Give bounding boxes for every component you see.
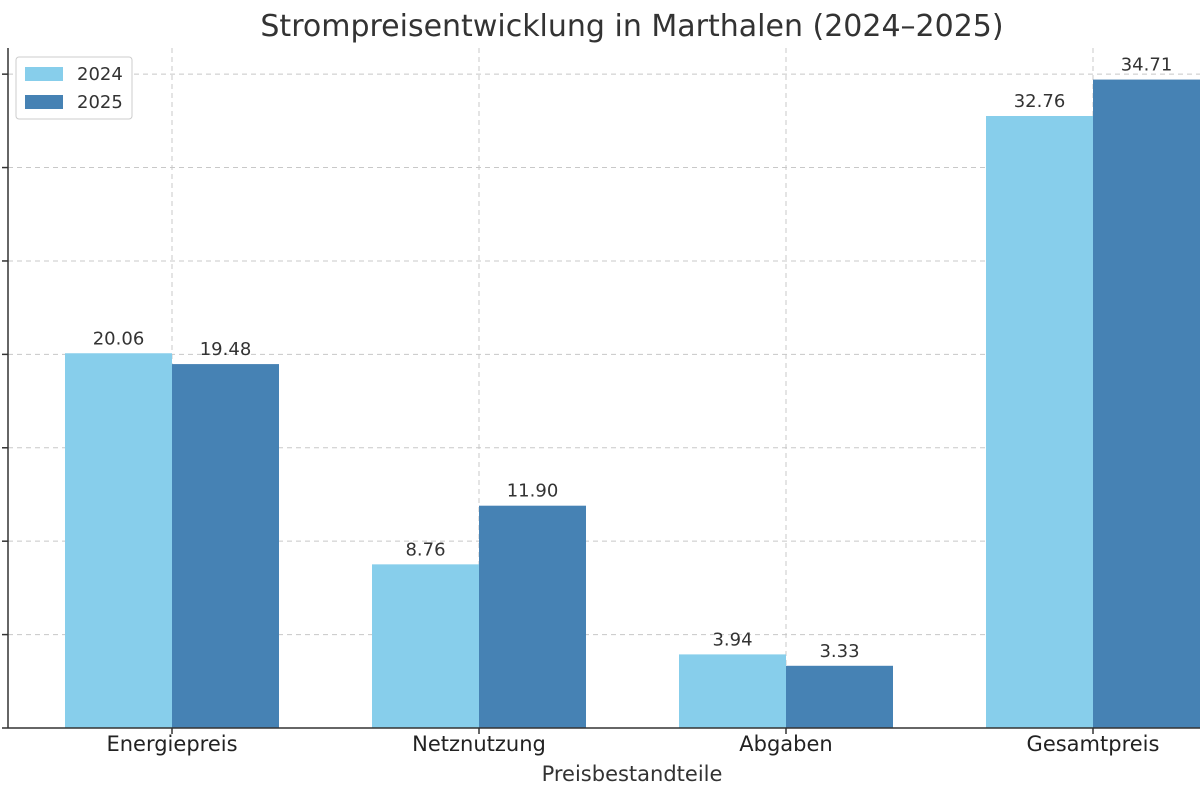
data-label-2024-netznutzung: 8.76 (405, 539, 445, 560)
data-labels: 20.06 8.76 3.94 32.76 19.48 11.90 3.33 34.71 (93, 55, 1173, 662)
data-label-2024-gesamtpreis: 32.76 (1014, 91, 1066, 112)
data-label-2025-energiepreis: 19.48 (200, 339, 252, 360)
bar-2025-gesamtpreis (1093, 79, 1200, 729)
x-tick-labels: Energiepreis Netznutzung Abgaben Gesamtprei… (2, 73, 1160, 756)
data-label-2024-abgaben: 3.94 (712, 629, 752, 650)
legend-label-2024: 2024 (77, 64, 123, 85)
x-tick-label-gesamtpreis: Gesamtpreis (1027, 732, 1160, 756)
bar-2025-netznutzung (479, 505, 586, 728)
bar-2024-netznutzung (372, 564, 479, 728)
data-label-2025-netznutzung: 11.90 (507, 481, 559, 502)
data-label-2025-abgaben: 3.33 (819, 641, 859, 662)
legend-swatch-2025 (25, 95, 63, 109)
bar-2024-gesamtpreis (986, 116, 1093, 728)
x-tick-label-abgaben: Abgaben (739, 732, 832, 756)
chart-title: Strompreisentwicklung in Marthalen (2024… (260, 9, 1003, 44)
legend-swatch-2024 (25, 67, 63, 81)
x-axis-label: Preisbestandteile (542, 762, 723, 786)
legend: 2024 2025 (15, 56, 133, 120)
bar-2024-energiepreis (65, 353, 172, 728)
bars (65, 79, 1200, 729)
data-label-2024-energiepreis: 20.06 (93, 328, 145, 349)
bar-2025-abgaben (786, 665, 893, 728)
bar-2025-energiepreis (172, 364, 279, 728)
data-label-2025-gesamtpreis: 34.71 (1121, 55, 1173, 76)
x-tick-label-netznutzung: Netznutzung (412, 732, 546, 756)
x-tick-label-energiepreis: Energiepreis (106, 732, 237, 756)
legend-label-2025: 2025 (77, 92, 123, 113)
bar-2024-abgaben (679, 654, 786, 728)
